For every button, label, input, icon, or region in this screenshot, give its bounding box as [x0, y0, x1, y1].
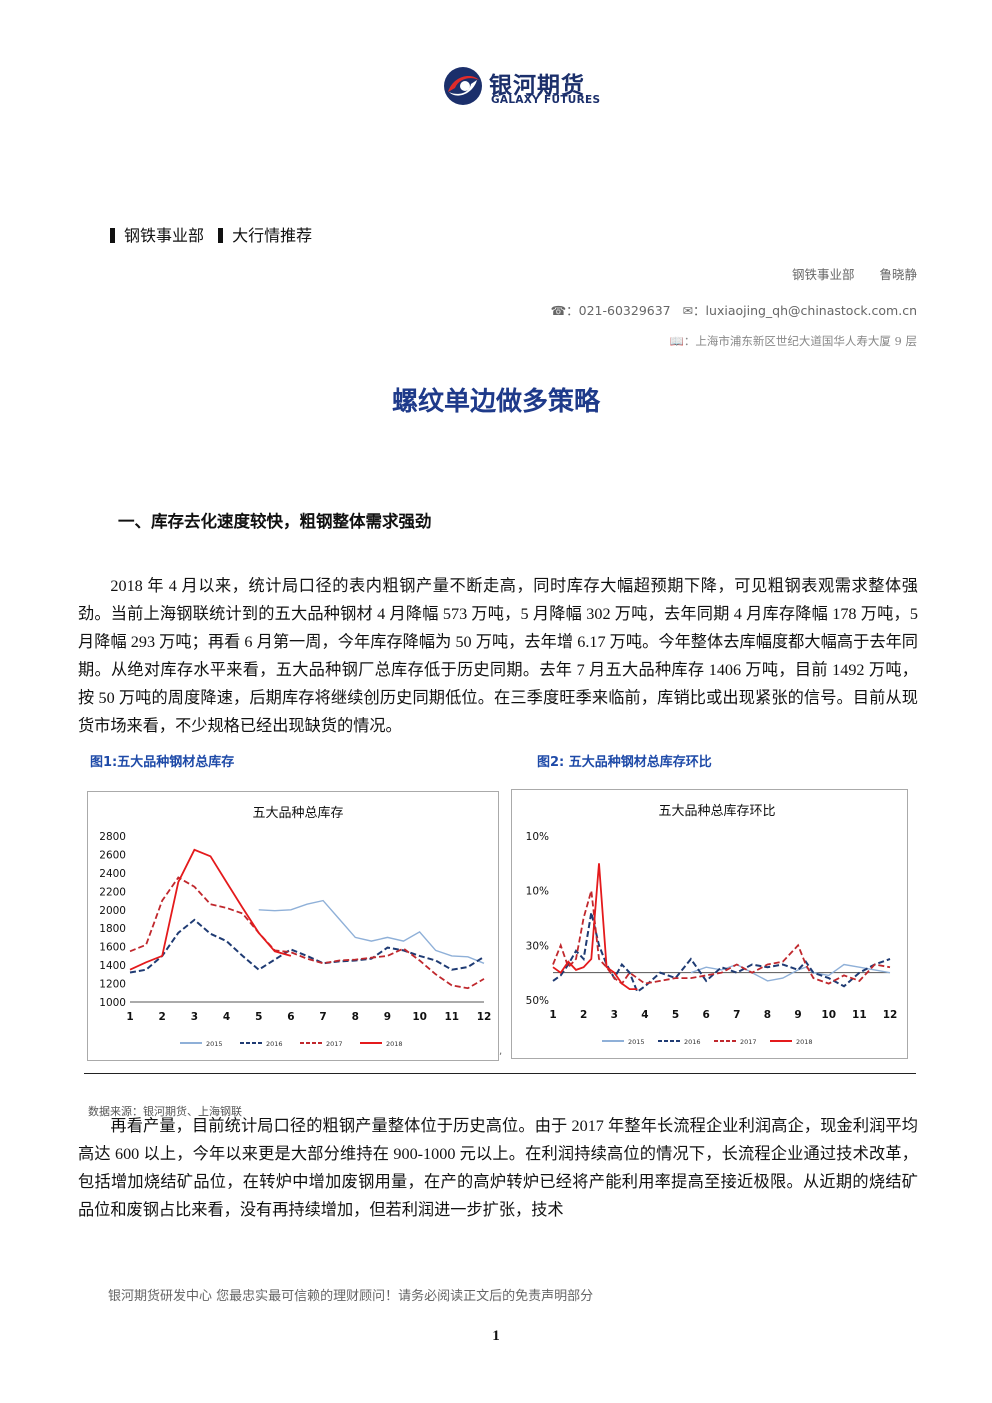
legend-label: 2018 [386, 1040, 403, 1048]
chart-title: 五大品种总库存环比 [658, 803, 775, 819]
x-tick-label: 11 [852, 1009, 867, 1021]
y-tick-label: 2200 [99, 886, 126, 898]
y-tick-label: 10% [526, 831, 549, 843]
x-tick-label: 5 [672, 1009, 679, 1021]
x-tick-label: 11 [445, 1011, 460, 1023]
logo-cn: 银河期货 [489, 73, 585, 99]
y-tick-label: 1000 [99, 997, 126, 1009]
y-tick-label: 2000 [99, 905, 126, 917]
book-icon: 📖： [669, 334, 696, 348]
x-tick-label: 3 [191, 1011, 198, 1023]
bullet-bar-icon [218, 228, 224, 243]
section-heading: 一、库存去化速度较快，粗钢整体需求强劲 [118, 512, 432, 531]
figure-2-caption: 图2: 五大品种钢材总库存环比 [537, 755, 712, 770]
y-tick-label: 2400 [99, 868, 126, 880]
chart-title: 五大品种总库存 [252, 805, 343, 821]
x-tick-label: 5 [255, 1011, 262, 1023]
page-number: 1 [492, 1328, 500, 1344]
x-tick-label: 1 [126, 1011, 133, 1023]
series-2015-line [258, 899, 485, 964]
email-address[interactable]: luxiaojing_qh@chinastock.com.cn [705, 303, 917, 318]
x-tick-label: 6 [287, 1011, 294, 1023]
body-paragraph: 再看产量，目前统计局口径的粗钢产量整体位于历史高位。由于 2017 年整年长流程… [78, 1117, 918, 1219]
report-category: 大行情推荐 [232, 226, 313, 245]
x-tick-label: 7 [319, 1011, 326, 1023]
series-2016-line [552, 912, 891, 994]
phone-number: 021-60329637 [578, 303, 671, 318]
stray-comma: , [499, 1046, 503, 1057]
department-name: 钢铁事业部 [124, 226, 205, 245]
x-tick-label: 2 [159, 1011, 166, 1023]
chart-inventory-change: 五大品种总库存环比 50% 30% 10% 10% 1 2 3 4 5 6 7 8 9 10 11 12 2015… [511, 789, 908, 1059]
footer-disclaimer: 银河期货研发中心 您最忠实最可信赖的理财顾问！请务必阅读正文后的免责声明部分 [108, 1289, 594, 1304]
logo-en: GALAXY FUTURES [491, 94, 601, 106]
x-tick-label: 9 [384, 1011, 391, 1023]
x-tick-label: 1 [549, 1009, 556, 1021]
chart-1-svg: 五大品种总库存 1000 1200 1400 1600 1800 2000 2200 2400 2… [99, 805, 492, 1048]
legend-label: 2015 [628, 1038, 645, 1046]
department-line: 钢铁事业部 大行情推荐 [110, 222, 312, 246]
document-title: 螺纹单边做多策略 [391, 387, 600, 417]
body-paragraph: 2018 年 4 月以来，统计局口径的表内粗钢产量不断走高，同时库存大幅超预期下… [78, 577, 918, 735]
x-tick-label: 7 [733, 1009, 740, 1021]
x-tick-label: 4 [223, 1011, 230, 1023]
chart-total-inventory: 五大品种总库存 1000 1200 1400 1600 1800 2000 2200 2400 2… [87, 791, 499, 1061]
series-2017-line [129, 876, 485, 990]
address-line: 📖：上海市浦东新区世纪大道国华人寿大厦 9 层 [670, 333, 917, 349]
x-tick-label: 4 [641, 1009, 648, 1021]
series-2018-line [552, 863, 638, 990]
data-source: 数据来源：银河期货、上海钢联 [88, 1105, 242, 1118]
y-tick-label: 2600 [99, 849, 126, 861]
author-line: 钢铁事业部 鲁晓静 [791, 267, 917, 282]
figure-divider [84, 1073, 916, 1074]
x-tick-label: 9 [794, 1009, 801, 1021]
x-tick-label: 12 [883, 1009, 898, 1021]
y-tick-label: 30% [526, 940, 549, 952]
company-logo: 银河期货 GALAXY FUTURES [443, 66, 613, 110]
y-tick-label: 1400 [99, 960, 126, 972]
legend-label: 2016 [266, 1040, 283, 1048]
x-tick-label: 10 [412, 1011, 427, 1023]
x-tick-label: 8 [352, 1011, 359, 1023]
x-tick-label: 8 [764, 1009, 771, 1021]
phone-icon: ☎： [550, 303, 579, 318]
legend-label: 2017 [326, 1040, 343, 1048]
legend-label: 2018 [796, 1038, 813, 1046]
x-tick-label: 10 [821, 1009, 836, 1021]
x-tick-label: 2 [580, 1009, 587, 1021]
y-tick-label: 2800 [99, 831, 126, 843]
legend-label: 2017 [740, 1038, 757, 1046]
y-tick-label: 50% [526, 995, 549, 1007]
galaxy-logo-icon [444, 67, 482, 105]
series-2017-line [552, 890, 891, 985]
x-tick-label: 6 [703, 1009, 710, 1021]
email-icon: ✉： [682, 303, 706, 318]
phone-email-line: ☎：021-60329637 ✉：luxiaojing_qh@chinastoc… [551, 300, 917, 319]
legend-label: 2016 [684, 1038, 701, 1046]
x-tick-label: 12 [477, 1011, 492, 1023]
y-tick-label: 10% [526, 886, 549, 898]
series-2018-line [129, 848, 292, 971]
y-tick-label: 1600 [99, 942, 126, 954]
x-tick-label: 3 [611, 1009, 618, 1021]
address-text: 上海市浦东新区世纪大道国华人寿大厦 9 层 [695, 334, 917, 348]
series-2016-line [129, 918, 485, 974]
y-tick-label: 1200 [99, 979, 126, 991]
y-tick-label: 1800 [99, 923, 126, 935]
legend-label: 2015 [206, 1040, 223, 1048]
figure-1-caption: 图1:五大品种钢材总库存 [90, 755, 235, 770]
bullet-bar-icon [110, 228, 115, 243]
